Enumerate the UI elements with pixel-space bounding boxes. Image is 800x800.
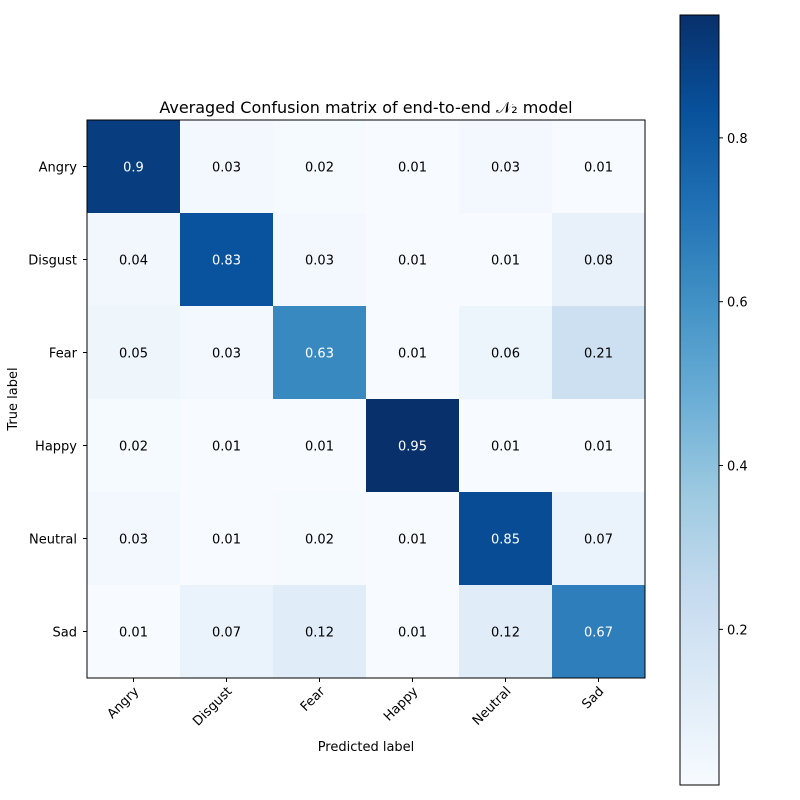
x-tick-label: Disgust xyxy=(190,684,235,729)
heatmap-cell xyxy=(552,492,646,586)
cell-value-label: 0.01 xyxy=(398,254,427,269)
heatmap-cell xyxy=(87,120,181,214)
colorbar-tick-label: 0.6 xyxy=(727,296,748,311)
heatmap-cell xyxy=(552,399,646,493)
heatmap-cell xyxy=(552,306,646,400)
heatmap-cell xyxy=(459,399,553,493)
cell-value-label: 0.02 xyxy=(305,533,334,548)
heatmap-cells xyxy=(87,120,646,679)
cell-value-label: 0.85 xyxy=(491,533,520,548)
cell-value-label: 0.03 xyxy=(305,254,334,269)
heatmap-cell xyxy=(87,399,181,493)
cell-value-label: 0.01 xyxy=(398,533,427,548)
cell-value-label: 0.01 xyxy=(212,440,241,455)
heatmap-cell xyxy=(366,585,460,679)
x-tick-label: Sad xyxy=(579,684,607,712)
y-tick-label: Disgust xyxy=(28,254,77,269)
cell-value-label: 0.05 xyxy=(119,347,148,362)
x-tick-label: Angry xyxy=(105,684,143,722)
x-axis-ticks: Angry Disgust Fear Happy Neutral Sad xyxy=(105,678,607,729)
cell-value-label: 0.01 xyxy=(491,440,520,455)
cell-value-label: 0.21 xyxy=(584,347,613,362)
heatmap-cell xyxy=(552,213,646,307)
colorbar-tick-label: 0.8 xyxy=(727,132,748,147)
y-tick-label: Angry xyxy=(39,161,78,176)
heatmap-cell xyxy=(459,120,553,214)
heatmap-cell xyxy=(273,399,367,493)
cell-value-label: 0.63 xyxy=(305,347,334,362)
cell-value-label: 0.03 xyxy=(119,533,148,548)
heatmap-cell xyxy=(459,585,553,679)
y-tick-label: Fear xyxy=(49,347,78,362)
heatmap-cell xyxy=(273,585,367,679)
y-tick-label: Neutral xyxy=(29,533,77,548)
cell-value-label: 0.08 xyxy=(584,254,613,269)
cell-value-label: 0.95 xyxy=(398,440,427,455)
y-axis-label: True label xyxy=(6,367,21,431)
cell-value-label: 0.01 xyxy=(305,440,334,455)
cell-value-label: 0.02 xyxy=(305,161,334,176)
heatmap-cell xyxy=(180,306,274,400)
x-tick-label: Fear xyxy=(298,684,329,715)
cell-value-label: 0.03 xyxy=(212,161,241,176)
heatmap-cell xyxy=(366,120,460,214)
heatmap-cell xyxy=(180,585,274,679)
heatmap-cell xyxy=(180,399,274,493)
heatmap-cell xyxy=(87,213,181,307)
cell-value-label: 0.01 xyxy=(491,254,520,269)
heatmap-cell xyxy=(459,306,553,400)
heatmap-cell xyxy=(273,213,367,307)
cell-value-label: 0.01 xyxy=(398,626,427,641)
cell-value-label: 0.01 xyxy=(584,161,613,176)
heatmap-cell xyxy=(459,213,553,307)
cell-value-label: 0.12 xyxy=(305,626,334,641)
heatmap-cell xyxy=(180,213,274,307)
heatmap-cell xyxy=(180,492,274,586)
y-tick-label: Sad xyxy=(53,626,77,641)
cell-value-label: 0.03 xyxy=(212,347,241,362)
heatmap-cell xyxy=(552,585,646,679)
cell-value-label: 0.01 xyxy=(119,626,148,641)
heatmap-cell xyxy=(459,492,553,586)
y-axis-ticks: Angry Disgust Fear Happy Neutral Sad xyxy=(28,161,87,641)
cell-value-label: 0.07 xyxy=(212,626,241,641)
colorbar-tick-label: 0.2 xyxy=(727,623,748,638)
cell-value-label: 0.12 xyxy=(491,626,520,641)
heatmap-cell xyxy=(552,120,646,214)
colorbar-ticks: 0.2 0.4 0.6 0.8 xyxy=(719,132,748,638)
heatmap-cell-labels: 0.9 0.03 0.02 0.01 0.03 0.01 0.04 0.83 0.03 0.01 0… xyxy=(119,161,613,641)
heatmap-cell xyxy=(273,306,367,400)
cell-value-label: 0.03 xyxy=(491,161,520,176)
cell-value-label: 0.9 xyxy=(123,161,144,176)
heatmap-cell xyxy=(366,492,460,586)
cell-value-label: 0.06 xyxy=(491,347,520,362)
chart-title: Averaged Confusion matrix of end-to-end … xyxy=(159,98,572,117)
heatmap-cell xyxy=(366,306,460,400)
heatmap-cell xyxy=(273,492,367,586)
cell-value-label: 0.01 xyxy=(584,440,613,455)
cell-value-label: 0.02 xyxy=(119,440,148,455)
heatmap-cell xyxy=(180,120,274,214)
x-tick-label: Neutral xyxy=(470,684,515,729)
cell-value-label: 0.83 xyxy=(212,254,241,269)
x-axis-label: Predicted label xyxy=(318,740,415,755)
plot-frame xyxy=(86,119,646,679)
cell-value-label: 0.01 xyxy=(212,533,241,548)
x-tick-label: Happy xyxy=(381,684,421,724)
y-tick-label: Happy xyxy=(35,440,77,455)
heatmap-cell xyxy=(87,306,181,400)
colorbar xyxy=(679,14,720,786)
heatmap-cell xyxy=(366,399,460,493)
heatmap-cell xyxy=(366,213,460,307)
heatmap-cell xyxy=(87,492,181,586)
cell-value-label: 0.01 xyxy=(398,161,427,176)
cell-value-label: 0.01 xyxy=(398,347,427,362)
colorbar-tick-label: 0.4 xyxy=(727,460,748,475)
cell-value-label: 0.04 xyxy=(119,254,148,269)
cell-value-label: 0.07 xyxy=(584,533,613,548)
heatmap-cell xyxy=(87,585,181,679)
heatmap-cell xyxy=(273,120,367,214)
cell-value-label: 0.67 xyxy=(584,626,613,641)
